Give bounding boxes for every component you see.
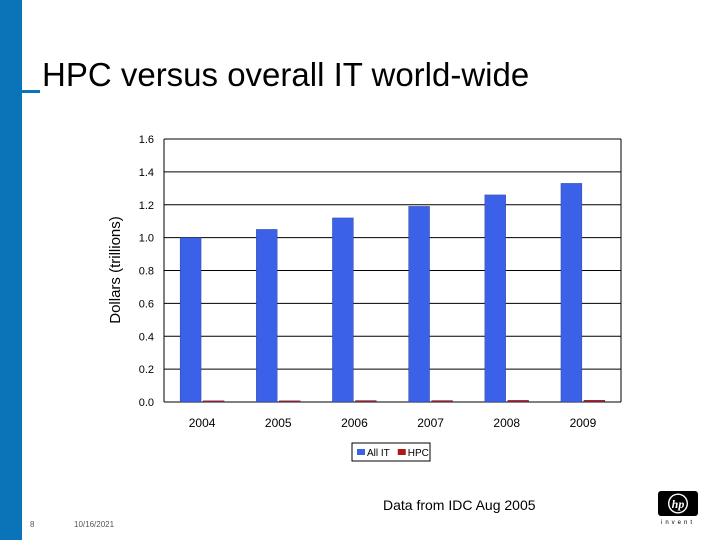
x-tick-label: 2006: [341, 416, 368, 430]
legend-swatch: [397, 449, 406, 455]
source-note: Data from IDC Aug 2005: [383, 497, 536, 513]
logo-tagline: invent: [661, 520, 695, 526]
bar-all-it-2006: [332, 217, 354, 403]
legend-swatch: [357, 449, 365, 455]
bar-hpc-2007: [431, 400, 453, 403]
legend-entry: HPC: [408, 448, 429, 459]
bar-hpc-2004: [202, 400, 225, 403]
bar-all-it-2004: [179, 237, 202, 403]
legend-box: [351, 442, 431, 462]
y-tick-label: 0.0: [139, 397, 154, 409]
legend-entry: All IT: [367, 448, 390, 459]
footer-date: 10/16/2021: [74, 520, 115, 529]
title-rule: [0, 90, 40, 93]
x-tick-label: 2004: [189, 416, 216, 430]
y-tick-label: 1.0: [139, 233, 154, 245]
y-tick-label: 0.2: [139, 364, 154, 376]
y-tick-label: 1.4: [139, 167, 154, 179]
y-tick-label: 1.2: [139, 200, 154, 212]
bar-hpc-2005: [279, 400, 301, 403]
x-tick-label: 2009: [570, 416, 597, 430]
bar-all-it-2005: [256, 229, 278, 403]
bar-all-it-2009: [560, 183, 583, 403]
y-tick-label: 0.6: [139, 298, 154, 310]
bar-hpc-2008: [507, 400, 529, 403]
slide-title: HPC versus overall IT world-wide: [42, 56, 530, 93]
bar-all-it-2007: [408, 206, 430, 403]
y-tick-label: 0.8: [139, 266, 154, 278]
logo-text: hp: [672, 497, 685, 511]
y-axis-label: Dollars (trillions): [107, 216, 124, 324]
x-tick-label: 2007: [417, 416, 444, 430]
y-tick-label: 1.6: [139, 134, 154, 146]
hp-logo: hp invent: [658, 491, 698, 526]
x-tick-label: 2005: [265, 416, 292, 430]
bar-hpc-2006: [355, 400, 377, 403]
left-accent-bar: [0, 0, 22, 540]
x-tick-label: 2008: [493, 416, 520, 430]
bar-all-it-2008: [484, 194, 506, 403]
bar-hpc-2009: [583, 400, 606, 403]
y-tick-label: 0.4: [139, 331, 154, 343]
page-number: 8: [30, 520, 35, 529]
